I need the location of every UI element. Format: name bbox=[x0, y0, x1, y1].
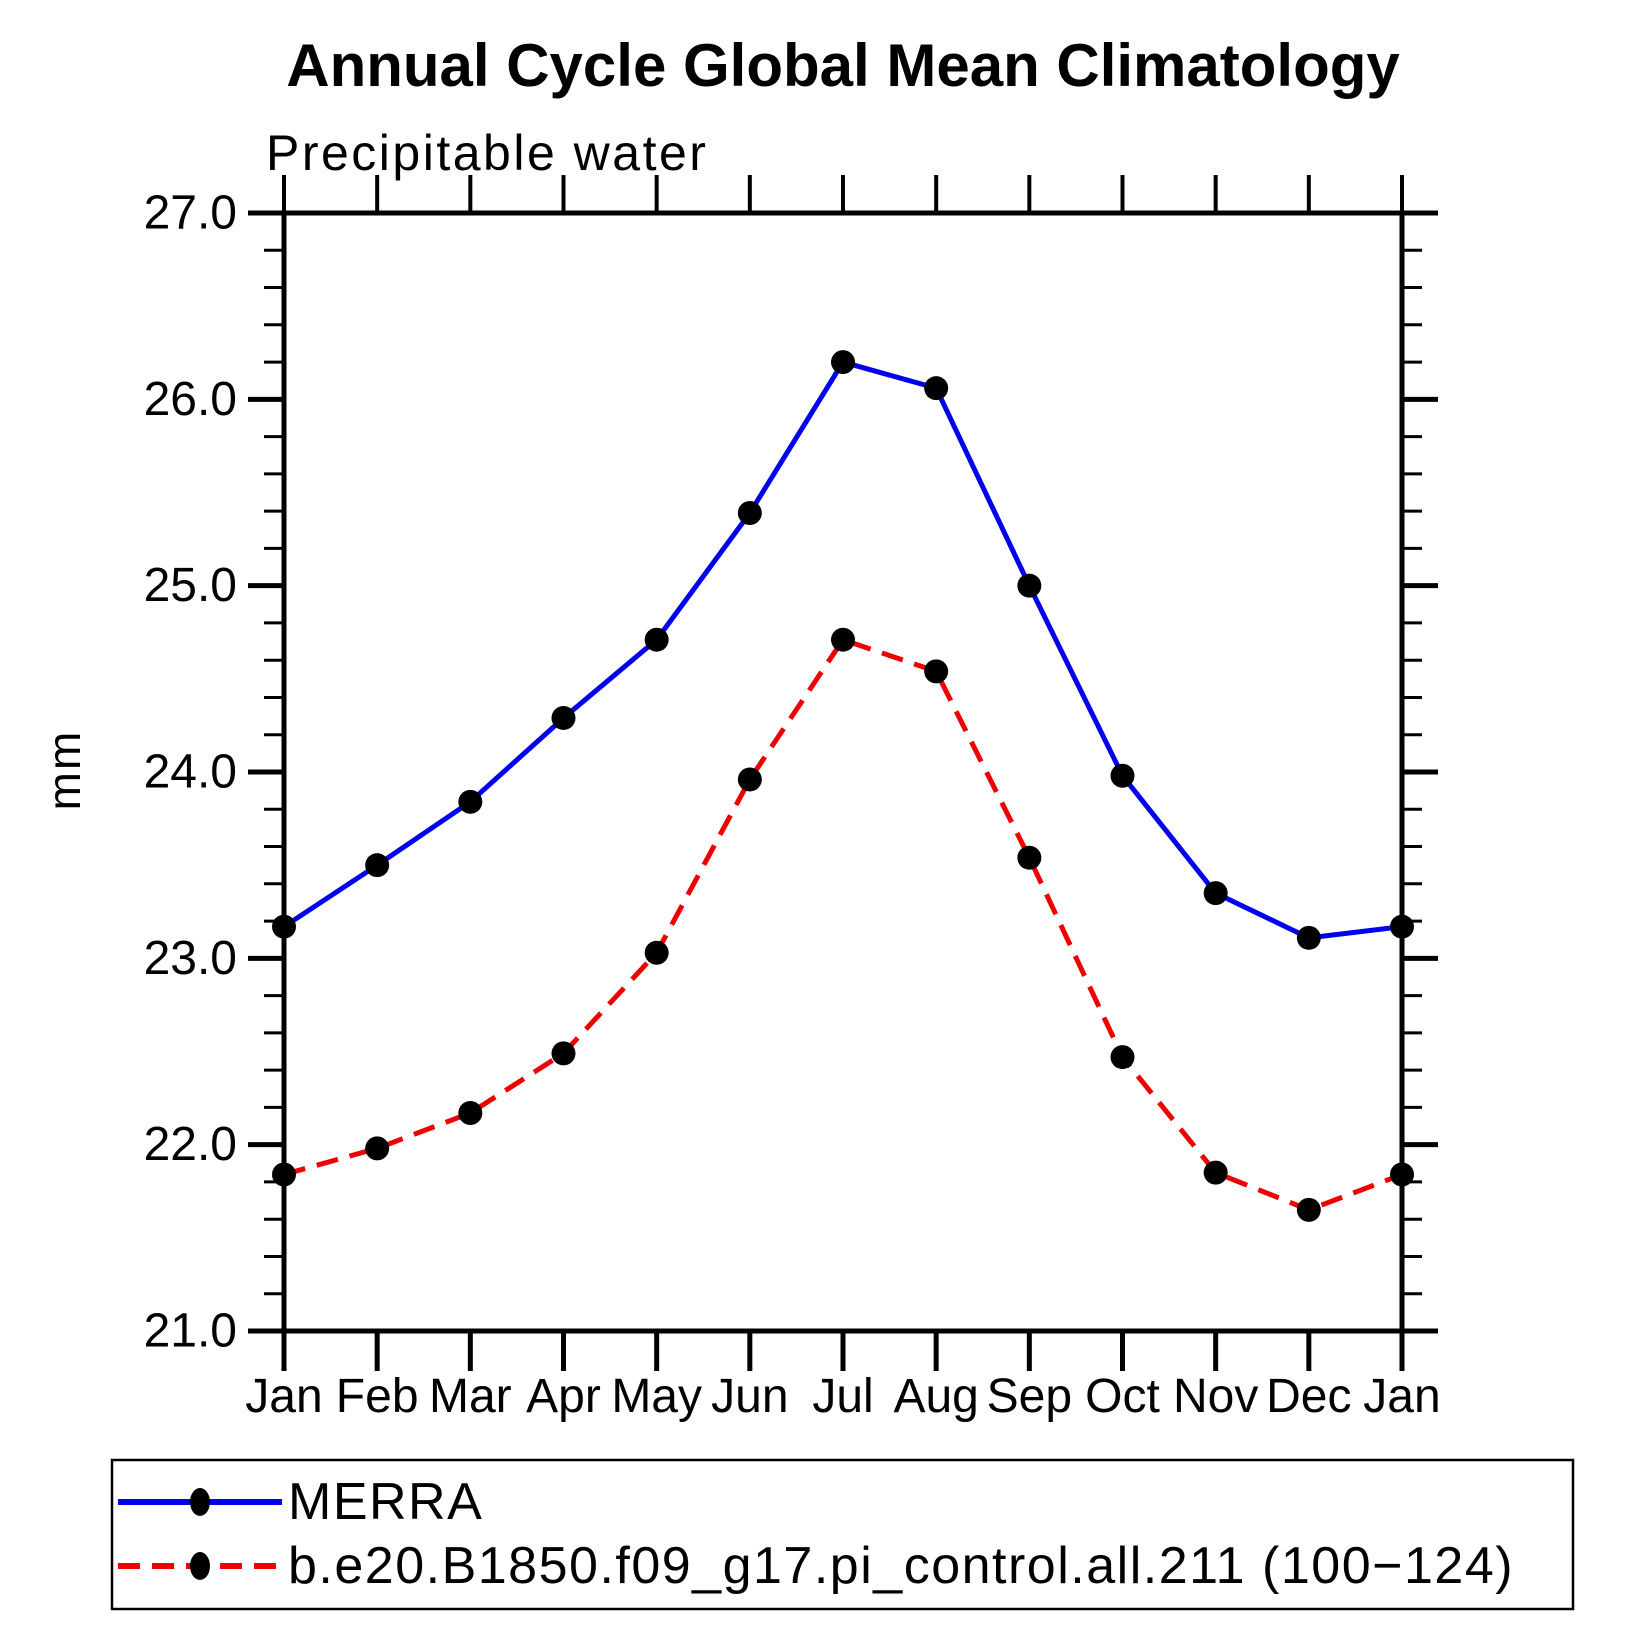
x-tick-label: Oct bbox=[1085, 1370, 1160, 1423]
chart-title: Annual Cycle Global Mean Climatology bbox=[286, 32, 1400, 99]
data-point-marker bbox=[644, 940, 669, 965]
data-point-marker bbox=[1017, 845, 1042, 870]
legend-box bbox=[110, 1458, 1575, 1611]
x-tick-label: May bbox=[611, 1370, 702, 1423]
data-point-marker bbox=[924, 659, 949, 684]
data-point-marker bbox=[924, 376, 949, 401]
data-point-marker bbox=[1110, 763, 1135, 788]
data-point-marker bbox=[737, 500, 762, 525]
legend-label: MERRA bbox=[288, 1473, 483, 1531]
axis-tick-labels: 21.0 22.0 23.0 24.0 25.0 26.0 27.0 Jan Feb Mar Apr… bbox=[144, 187, 1441, 1424]
x-tick-label: Apr bbox=[526, 1370, 601, 1423]
x-tick-label: Aug bbox=[893, 1370, 978, 1423]
data-point-marker bbox=[551, 705, 576, 730]
x-tick-label: Jun bbox=[711, 1370, 788, 1423]
data-point-marker bbox=[644, 627, 669, 652]
data-point-marker bbox=[1203, 1160, 1228, 1185]
data-point-marker bbox=[551, 1041, 576, 1066]
data-point-marker bbox=[1296, 925, 1321, 950]
y-tick-label: 23.0 bbox=[144, 932, 237, 985]
data-point-marker bbox=[831, 627, 855, 652]
model-line bbox=[283, 637, 1403, 1213]
data-point-marker bbox=[831, 350, 855, 375]
x-tick-label: Mar bbox=[429, 1370, 512, 1423]
y-tick-label: 22.0 bbox=[144, 1118, 237, 1171]
chart-subtitle: Precipitable water bbox=[266, 125, 708, 181]
y-tick-label: 25.0 bbox=[144, 559, 237, 612]
legend: MERRA b.e20.B1850.f09_g17.pi_control.all.… bbox=[110, 1458, 1575, 1611]
x-tick-label: Jan bbox=[245, 1370, 322, 1423]
legend-label: b.e20.B1850.f09_g17.pi_control.all.211 (… bbox=[288, 1537, 1514, 1595]
y-tick-label: 21.0 bbox=[144, 1305, 237, 1358]
x-tick-label: Jul bbox=[812, 1370, 873, 1423]
x-tick-label: Dec bbox=[1266, 1370, 1351, 1423]
data-point-marker bbox=[458, 789, 483, 814]
data-series bbox=[272, 350, 1414, 1222]
legend-marker bbox=[190, 1552, 210, 1580]
data-point-marker bbox=[1017, 573, 1042, 598]
data-point-marker bbox=[1203, 881, 1228, 906]
data-point-marker bbox=[365, 1136, 390, 1161]
x-tick-label: Jan bbox=[1363, 1370, 1440, 1423]
data-point-marker bbox=[365, 853, 390, 878]
plot-border bbox=[281, 210, 1405, 1334]
data-point-marker bbox=[1296, 1197, 1321, 1222]
data-point-marker bbox=[737, 767, 762, 792]
y-axis-label: mm bbox=[38, 730, 90, 811]
data-point-marker bbox=[458, 1100, 483, 1125]
x-tick-label: Feb bbox=[336, 1370, 419, 1423]
x-tick-label: Sep bbox=[987, 1370, 1072, 1423]
y-tick-label: 27.0 bbox=[144, 187, 237, 240]
legend-marker bbox=[190, 1488, 210, 1516]
y-tick-label: 26.0 bbox=[144, 373, 237, 426]
x-tick-label: Nov bbox=[1173, 1370, 1258, 1423]
y-tick-label: 24.0 bbox=[144, 746, 237, 799]
plot-frame bbox=[281, 210, 1405, 1334]
data-point-marker bbox=[1110, 1045, 1135, 1070]
axis-ticks bbox=[248, 175, 1438, 1371]
